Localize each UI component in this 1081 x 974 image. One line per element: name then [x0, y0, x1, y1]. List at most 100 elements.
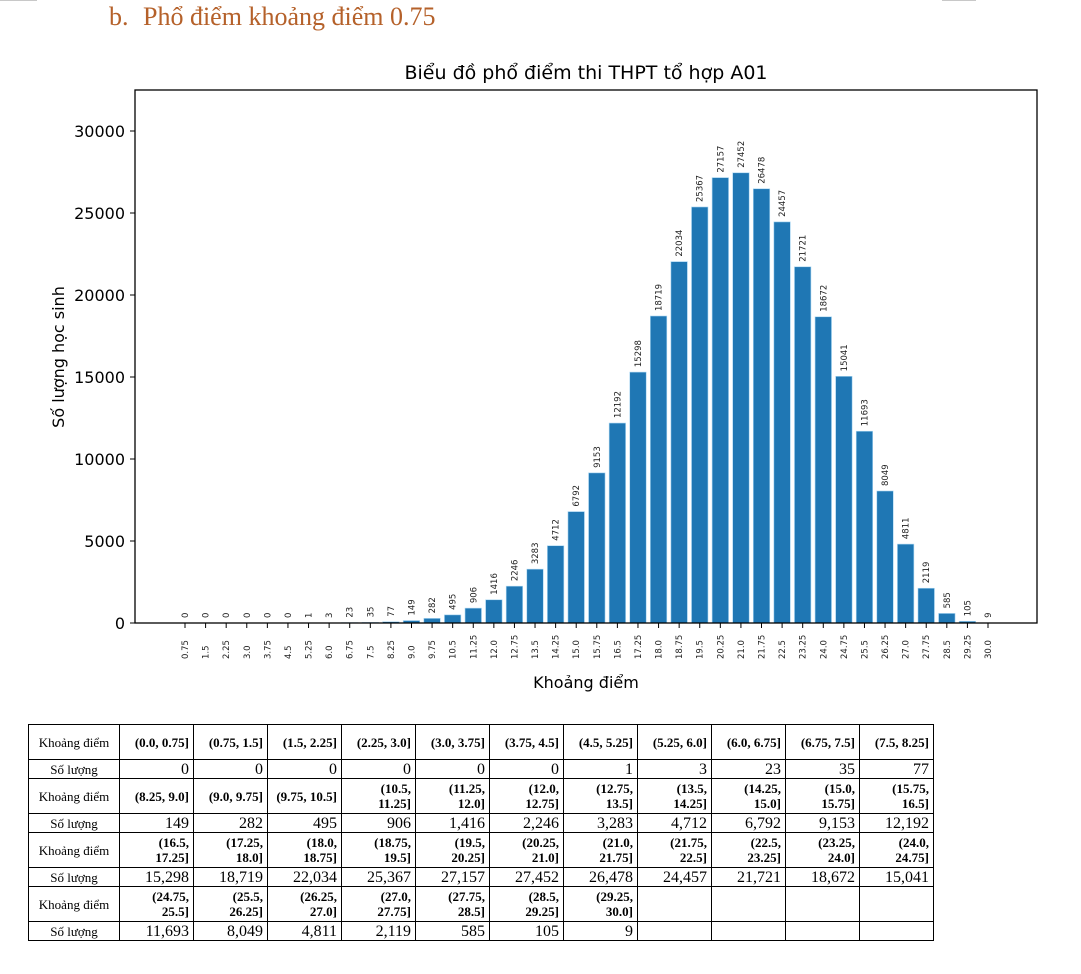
count-cell: 0: [489, 759, 564, 779]
y-tick-label: 20000: [74, 286, 125, 305]
bar-value-label: 4811: [902, 517, 912, 539]
x-tick-label: 9.75: [428, 640, 438, 659]
bar-value-label: 0: [243, 613, 253, 618]
bar-value-label: 24457: [778, 190, 788, 217]
count-cell: 35: [785, 759, 860, 779]
y-axis-ticks: 0 5000 10000 15000 20000 25000 30000: [74, 122, 135, 633]
count-cell: 25,367: [341, 867, 416, 887]
count-cell: 6,792: [711, 813, 786, 833]
table-row-counts: Số lượng 15,298 18,719 22,034 25,367 27,157 27…: [28, 867, 934, 887]
range-cell: (15.75, 16.5]: [859, 778, 934, 814]
range-cell: (21.0, 21.75]: [563, 832, 638, 868]
count-cell: 585: [415, 921, 490, 941]
bar: [814, 316, 832, 624]
count-cell: 9,153: [785, 813, 860, 833]
bar-value-label: 2246: [510, 560, 520, 582]
axes-frame: [134, 89, 1038, 624]
range-cell: (6.75, 7.5]: [785, 724, 860, 760]
count-cell: 12,192: [859, 813, 934, 833]
range-cell: [785, 886, 860, 922]
bar-value-labels: 0 0 0 0 0 0 1 3 23 35 77 149 282 495 906 1416 2246 3283 47…: [181, 141, 994, 618]
section-heading-text: Phổ điểm khoảng điểm 0.75: [143, 2, 436, 31]
x-tick-label: 28.5: [943, 640, 953, 659]
chart-title: Biểu đồ phổ điểm thi THPT tổ hợp A01: [404, 62, 767, 84]
count-cell: 4,712: [637, 813, 712, 833]
range-cell: (3.0, 3.75]: [415, 724, 490, 760]
count-cell: 26,478: [563, 867, 638, 887]
row-header-range: Khoảng điểm: [28, 778, 120, 814]
range-cell: (29.25, 30.0]: [563, 886, 638, 922]
count-cell: 77: [859, 759, 934, 779]
bar: [917, 587, 935, 624]
bar-value-label: 15298: [634, 340, 644, 367]
range-cell: (6.0, 6.75]: [711, 724, 786, 760]
range-cell: (0.75, 1.5]: [193, 724, 268, 760]
range-cell: (22.5, 23.25]: [711, 832, 786, 868]
count-cell: 3: [637, 759, 712, 779]
x-tick-label: 3.75: [263, 640, 273, 659]
range-cell: [859, 886, 934, 922]
bar-value-label: 495: [449, 594, 459, 610]
bar-value-label: 9153: [593, 446, 603, 468]
x-tick-label: 6.0: [325, 645, 335, 659]
range-cell: (12.75, 13.5]: [563, 778, 638, 814]
x-tick-label: 27.0: [902, 640, 912, 659]
x-tick-label: 4.5: [284, 645, 294, 659]
count-cell: 15,298: [119, 867, 194, 887]
bar: [855, 430, 873, 624]
range-cell: (1.5, 2.25]: [267, 724, 342, 760]
bar: [629, 371, 647, 624]
bar-value-label: 26478: [758, 157, 768, 184]
bar: [423, 618, 441, 624]
range-cell: (25.5, 26.25]: [193, 886, 268, 922]
count-cell: 11,693: [119, 921, 194, 941]
bar: [876, 490, 894, 624]
bar: [505, 585, 523, 624]
count-cell: 22,034: [267, 867, 342, 887]
x-tick-label: 2.25: [222, 640, 232, 659]
page-corner-mark-left: [0, 0, 37, 1]
x-tick-label: 30.0: [984, 640, 994, 659]
x-tick-label: 17.25: [634, 635, 644, 659]
bar: [588, 472, 606, 624]
count-cell: 15,041: [859, 867, 934, 887]
range-cell: (26.25, 27.0]: [267, 886, 342, 922]
bar-value-label: 6792: [572, 485, 582, 507]
count-cell: 3,283: [563, 813, 638, 833]
score-distribution-table: Khoảng điểm (0.0, 0.75] (0.75, 1.5] (1.5, 2…: [28, 724, 934, 941]
x-tick-label: 27.75: [922, 635, 932, 659]
x-tick-label: 26.25: [881, 635, 891, 659]
count-cell: 2,119: [341, 921, 416, 941]
bar-value-label: 8049: [881, 464, 891, 486]
range-cell: (11.25, 12.0]: [415, 778, 490, 814]
range-cell: (27.0, 27.75]: [341, 886, 416, 922]
range-cell: (21.75, 22.5]: [637, 832, 712, 868]
bar: [835, 376, 853, 624]
range-cell: (7.5, 8.25]: [859, 724, 934, 760]
section-heading-number: b.: [109, 2, 129, 31]
bar: [794, 266, 812, 624]
bar-value-label: 906: [469, 587, 479, 603]
bar: [444, 614, 462, 624]
x-tick-label: 20.25: [716, 635, 726, 659]
range-cell: (9.0, 9.75]: [193, 778, 268, 814]
bar-value-label: 15041: [840, 344, 850, 371]
count-cell: 0: [119, 759, 194, 779]
x-tick-label: 6.75: [346, 640, 356, 659]
count-cell: 282: [193, 813, 268, 833]
y-tick-label: 10000: [74, 450, 125, 469]
bar-value-label: 0: [284, 613, 294, 618]
range-cell: (24.75, 25.5]: [119, 886, 194, 922]
section-heading: b. Phổ điểm khoảng điểm 0.75: [109, 0, 435, 34]
bar-value-label: 105: [963, 600, 973, 616]
range-cell: (13.5, 14.25]: [637, 778, 712, 814]
bar: [547, 545, 565, 624]
bar-value-label: 4712: [552, 519, 562, 541]
table-row-counts: Số lượng 0 0 0 0 0 0 1 3 23 35 77: [28, 759, 934, 779]
count-cell: [785, 921, 860, 941]
row-header-range: Khoảng điểm: [28, 886, 120, 922]
range-cell: (18.75, 19.5]: [341, 832, 416, 868]
table-row-ranges: Khoảng điểm (24.75, 25.5] (25.5, 26.25] (26…: [28, 886, 934, 922]
bar-value-label: 21721: [799, 235, 809, 262]
range-cell: (16.5, 17.25]: [119, 832, 194, 868]
